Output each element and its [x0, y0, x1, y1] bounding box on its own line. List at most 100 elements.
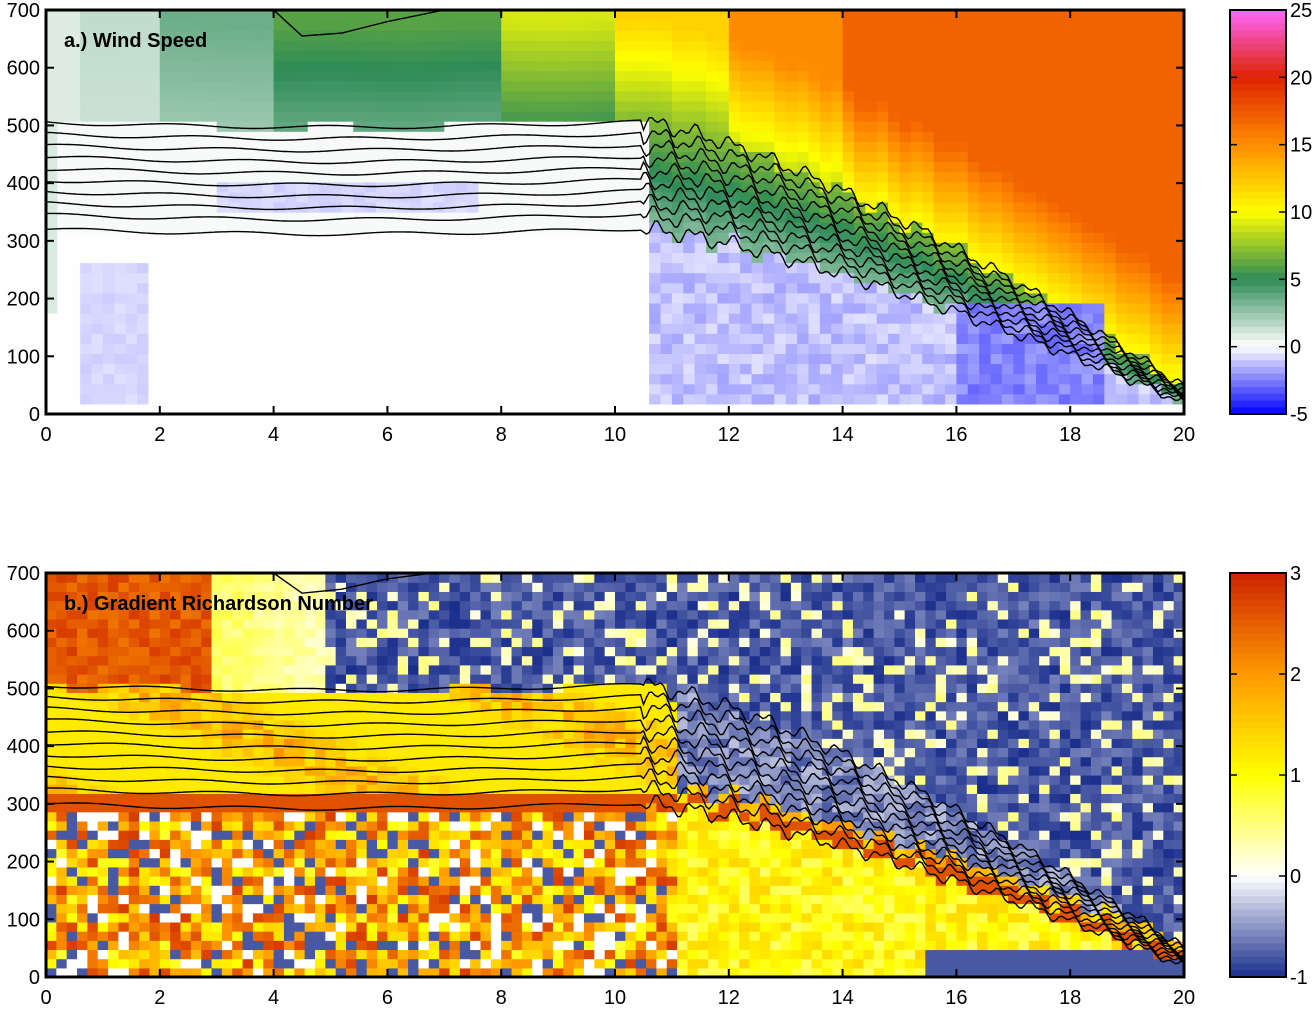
heatmap-cell: [649, 353, 662, 365]
x-tick-label: 6: [382, 424, 393, 446]
heatmap-cell: [808, 111, 821, 122]
heatmap-cell: [569, 111, 582, 122]
heatmap-cell: [211, 701, 223, 712]
heatmap-cell: [888, 252, 901, 264]
heatmap-cell: [114, 171, 127, 183]
heatmap-cell: [523, 20, 536, 31]
heatmap-cell: [77, 756, 88, 767]
heatmap-cell: [455, 363, 468, 375]
heatmap-cell: [114, 50, 127, 62]
heatmap-cell: [569, 222, 582, 233]
heatmap-cell: [603, 80, 616, 92]
heatmap-cell: [273, 80, 286, 92]
heatmap-cell: [831, 181, 844, 193]
heatmap-cell: [159, 313, 172, 324]
heatmap-cell: [933, 171, 946, 183]
heatmap-cell: [808, 383, 821, 395]
heatmap-cell: [193, 272, 206, 284]
heatmap-cell: [626, 292, 639, 304]
heatmap-cell: [182, 403, 195, 414]
heatmap-cell: [774, 201, 787, 213]
heatmap-cell: [956, 353, 969, 365]
heatmap-cell: [1115, 141, 1128, 152]
heatmap-cell: [137, 373, 150, 385]
heatmap-cell: [149, 628, 161, 638]
heatmap-cell: [170, 618, 182, 629]
heatmap-cell: [967, 10, 980, 21]
heatmap-cell: [671, 181, 684, 193]
heatmap-cell: [1013, 90, 1026, 102]
heatmap-cell: [1036, 242, 1049, 253]
heatmap-cell: [421, 333, 434, 344]
heatmap-cell: [523, 100, 536, 112]
heatmap-cell: [262, 171, 275, 183]
heatmap-cell: [376, 40, 388, 51]
heatmap-cell: [967, 141, 980, 152]
heatmap-cell: [546, 393, 559, 405]
heatmap-cell: [91, 171, 104, 183]
heatmap-cell: [211, 921, 223, 932]
heatmap-cell: [398, 20, 411, 31]
heatmap-cell: [353, 181, 366, 193]
heatmap-cell: [205, 242, 218, 253]
heatmap-cell: [671, 292, 684, 304]
heatmap-cell: [182, 161, 195, 173]
heatmap-cell: [774, 70, 787, 82]
heatmap-cell: [853, 30, 866, 41]
heatmap-cell: [717, 363, 730, 375]
heatmap-cell: [46, 121, 58, 132]
heatmap-cell: [376, 70, 388, 82]
heatmap-cell: [421, 60, 434, 72]
heatmap-cell: [221, 912, 233, 923]
heatmap-cell: [956, 302, 969, 314]
heatmap-cell: [740, 403, 753, 414]
heatmap-cell: [1127, 383, 1140, 395]
colorbar-step: [1230, 306, 1286, 314]
heatmap-cell: [728, 30, 741, 41]
heatmap-cell: [797, 393, 810, 405]
heatmap-cell: [1047, 20, 1060, 31]
heatmap-cell: [114, 323, 127, 334]
heatmap-cell: [523, 323, 536, 334]
heatmap-cell: [785, 131, 798, 142]
heatmap-cell: [159, 282, 172, 294]
heatmap-cell: [239, 252, 252, 264]
heatmap-cell: [421, 252, 434, 264]
heatmap-cell: [945, 141, 957, 152]
heatmap-cell: [148, 383, 161, 395]
heatmap-cell: [398, 131, 411, 142]
heatmap-cell: [201, 940, 213, 951]
heatmap-cell: [108, 820, 120, 831]
heatmap-cell: [922, 313, 935, 324]
heatmap-cell: [512, 212, 525, 223]
heatmap-cell: [102, 90, 115, 102]
heatmap-cell: [797, 70, 810, 82]
heatmap-cell: [148, 272, 161, 284]
heatmap-cell: [139, 830, 151, 840]
heatmap-cell: [637, 121, 650, 132]
heatmap-cell: [118, 591, 130, 602]
heatmap-cell: [364, 131, 377, 142]
heatmap-cell: [216, 30, 229, 41]
heatmap-cell: [762, 262, 775, 274]
heatmap-cell: [865, 282, 878, 294]
heatmap-cell: [910, 262, 923, 274]
heatmap-cell: [956, 171, 969, 183]
heatmap-cell: [102, 313, 115, 324]
heatmap-cell: [239, 201, 252, 213]
heatmap-cell: [205, 222, 218, 233]
heatmap-cell: [91, 383, 104, 395]
heatmap-cell: [137, 232, 150, 243]
heatmap-cell: [364, 262, 377, 274]
heatmap-cell: [762, 201, 775, 213]
heatmap-cell: [455, 323, 468, 334]
heatmap-cell: [108, 784, 120, 794]
heatmap-cell: [296, 181, 309, 193]
heatmap-cell: [1115, 302, 1128, 314]
heatmap-cell: [910, 383, 923, 395]
heatmap-cell: [478, 272, 491, 284]
heatmap-cell: [1024, 131, 1037, 142]
heatmap-cell: [922, 393, 935, 405]
heatmap-cell: [159, 161, 172, 173]
heatmap-cell: [580, 161, 593, 173]
